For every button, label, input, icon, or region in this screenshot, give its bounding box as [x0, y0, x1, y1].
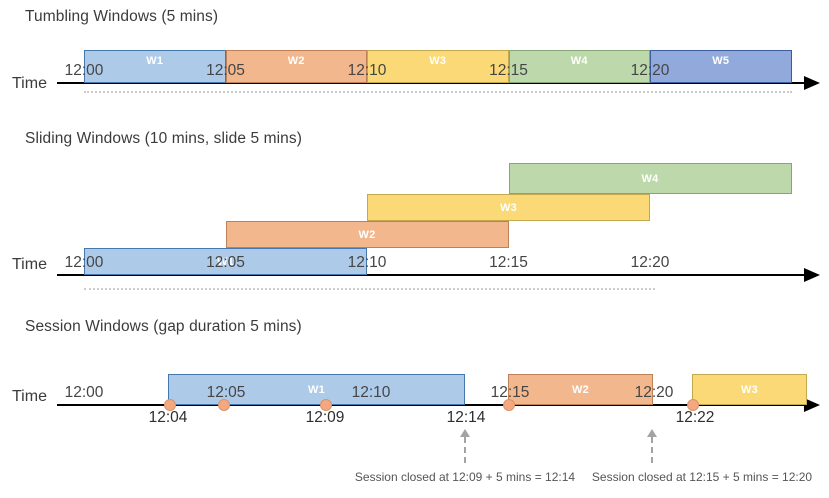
dashed-callout-arrow [464, 437, 466, 463]
up-arrow-icon [647, 429, 657, 437]
window-bar-w2: W2 [225, 50, 367, 83]
tick-label: 12:20 [630, 254, 670, 271]
tick-label: 12:00 [64, 62, 104, 79]
tick-label: 12:00 [64, 254, 104, 271]
event-time-label: 12:09 [305, 409, 345, 426]
dashed-callout-arrow [651, 437, 653, 463]
axis-arrowhead-icon [804, 268, 820, 282]
window-bar-w2: W2 [225, 221, 509, 248]
window-bar-w3: W3 [367, 194, 650, 221]
window-bar-w4: W4 [508, 50, 650, 83]
window-bar-w1: W1 [84, 248, 367, 275]
section-title: Tumbling Windows (5 mins) [25, 8, 219, 25]
annotation-text: Session closed at 12:15 + 5 mins = 12:20 [591, 470, 813, 484]
event-dot-icon [164, 399, 176, 411]
window-label: W4 [570, 55, 588, 67]
time-axis-line [57, 274, 804, 276]
axis-arrowhead-icon [804, 76, 820, 90]
window-label: W1 [307, 383, 326, 396]
tick-label: 12:10 [347, 254, 387, 271]
time-axis-line [57, 82, 804, 84]
tick-label: 12:20 [630, 62, 670, 79]
time-axis-line [57, 404, 804, 406]
event-time-label: 12:04 [148, 409, 188, 426]
time-axis-label: Time [12, 75, 47, 92]
event-time-label: 12:22 [675, 409, 715, 426]
window-bar-w1: W1 [168, 374, 465, 405]
event-dot-icon [687, 399, 699, 411]
tick-label: 12:10 [351, 384, 391, 401]
window-label: W2 [571, 383, 590, 396]
window-bar-w5: W5 [650, 50, 792, 83]
window-label: W5 [712, 55, 730, 67]
window-label: W2 [287, 55, 305, 67]
tick-label: 12:20 [634, 384, 674, 401]
window-bar-w4: W4 [508, 163, 792, 194]
window-bar-w1: W1 [84, 50, 226, 83]
event-dot-icon [503, 399, 515, 411]
window-bar-w3: W3 [692, 374, 807, 405]
section-title: Session Windows (gap duration 5 mins) [25, 318, 302, 335]
time-axis-label: Time [12, 388, 47, 405]
tick-label: 12:00 [64, 384, 104, 401]
tick-label: 12:15 [490, 384, 530, 401]
window-label: W3 [499, 201, 518, 214]
tick-label: 12:05 [206, 62, 245, 79]
dotted-guide-line [84, 91, 792, 93]
window-label: W1 [146, 55, 164, 67]
section-title: Sliding Windows (10 mins, slide 5 mins) [25, 130, 302, 147]
window-bar-w3: W3 [367, 50, 509, 83]
dotted-guide-line [84, 288, 655, 290]
tick-label: 12:10 [347, 62, 387, 79]
tick-label: 12:15 [489, 254, 528, 271]
annotation-text: Session closed at 12:09 + 5 mins = 12:14 [354, 470, 576, 484]
window-label: W2 [358, 228, 376, 241]
window-bar-w2: W2 [508, 374, 653, 405]
window-label: W4 [641, 172, 659, 185]
window-label: W3 [740, 383, 759, 396]
axis-arrowhead-icon [804, 398, 820, 412]
tick-label: 12:15 [489, 62, 528, 79]
tick-label: 12:05 [206, 384, 246, 401]
time-axis-label: Time [12, 256, 47, 273]
window-label: W3 [429, 55, 447, 67]
tick-label: 12:05 [206, 254, 245, 271]
event-dot-icon [218, 399, 230, 411]
event-time-label: 12:14 [446, 409, 486, 426]
event-dot-icon [320, 399, 332, 411]
window-label: W1 [216, 255, 235, 268]
up-arrow-icon [460, 429, 470, 437]
